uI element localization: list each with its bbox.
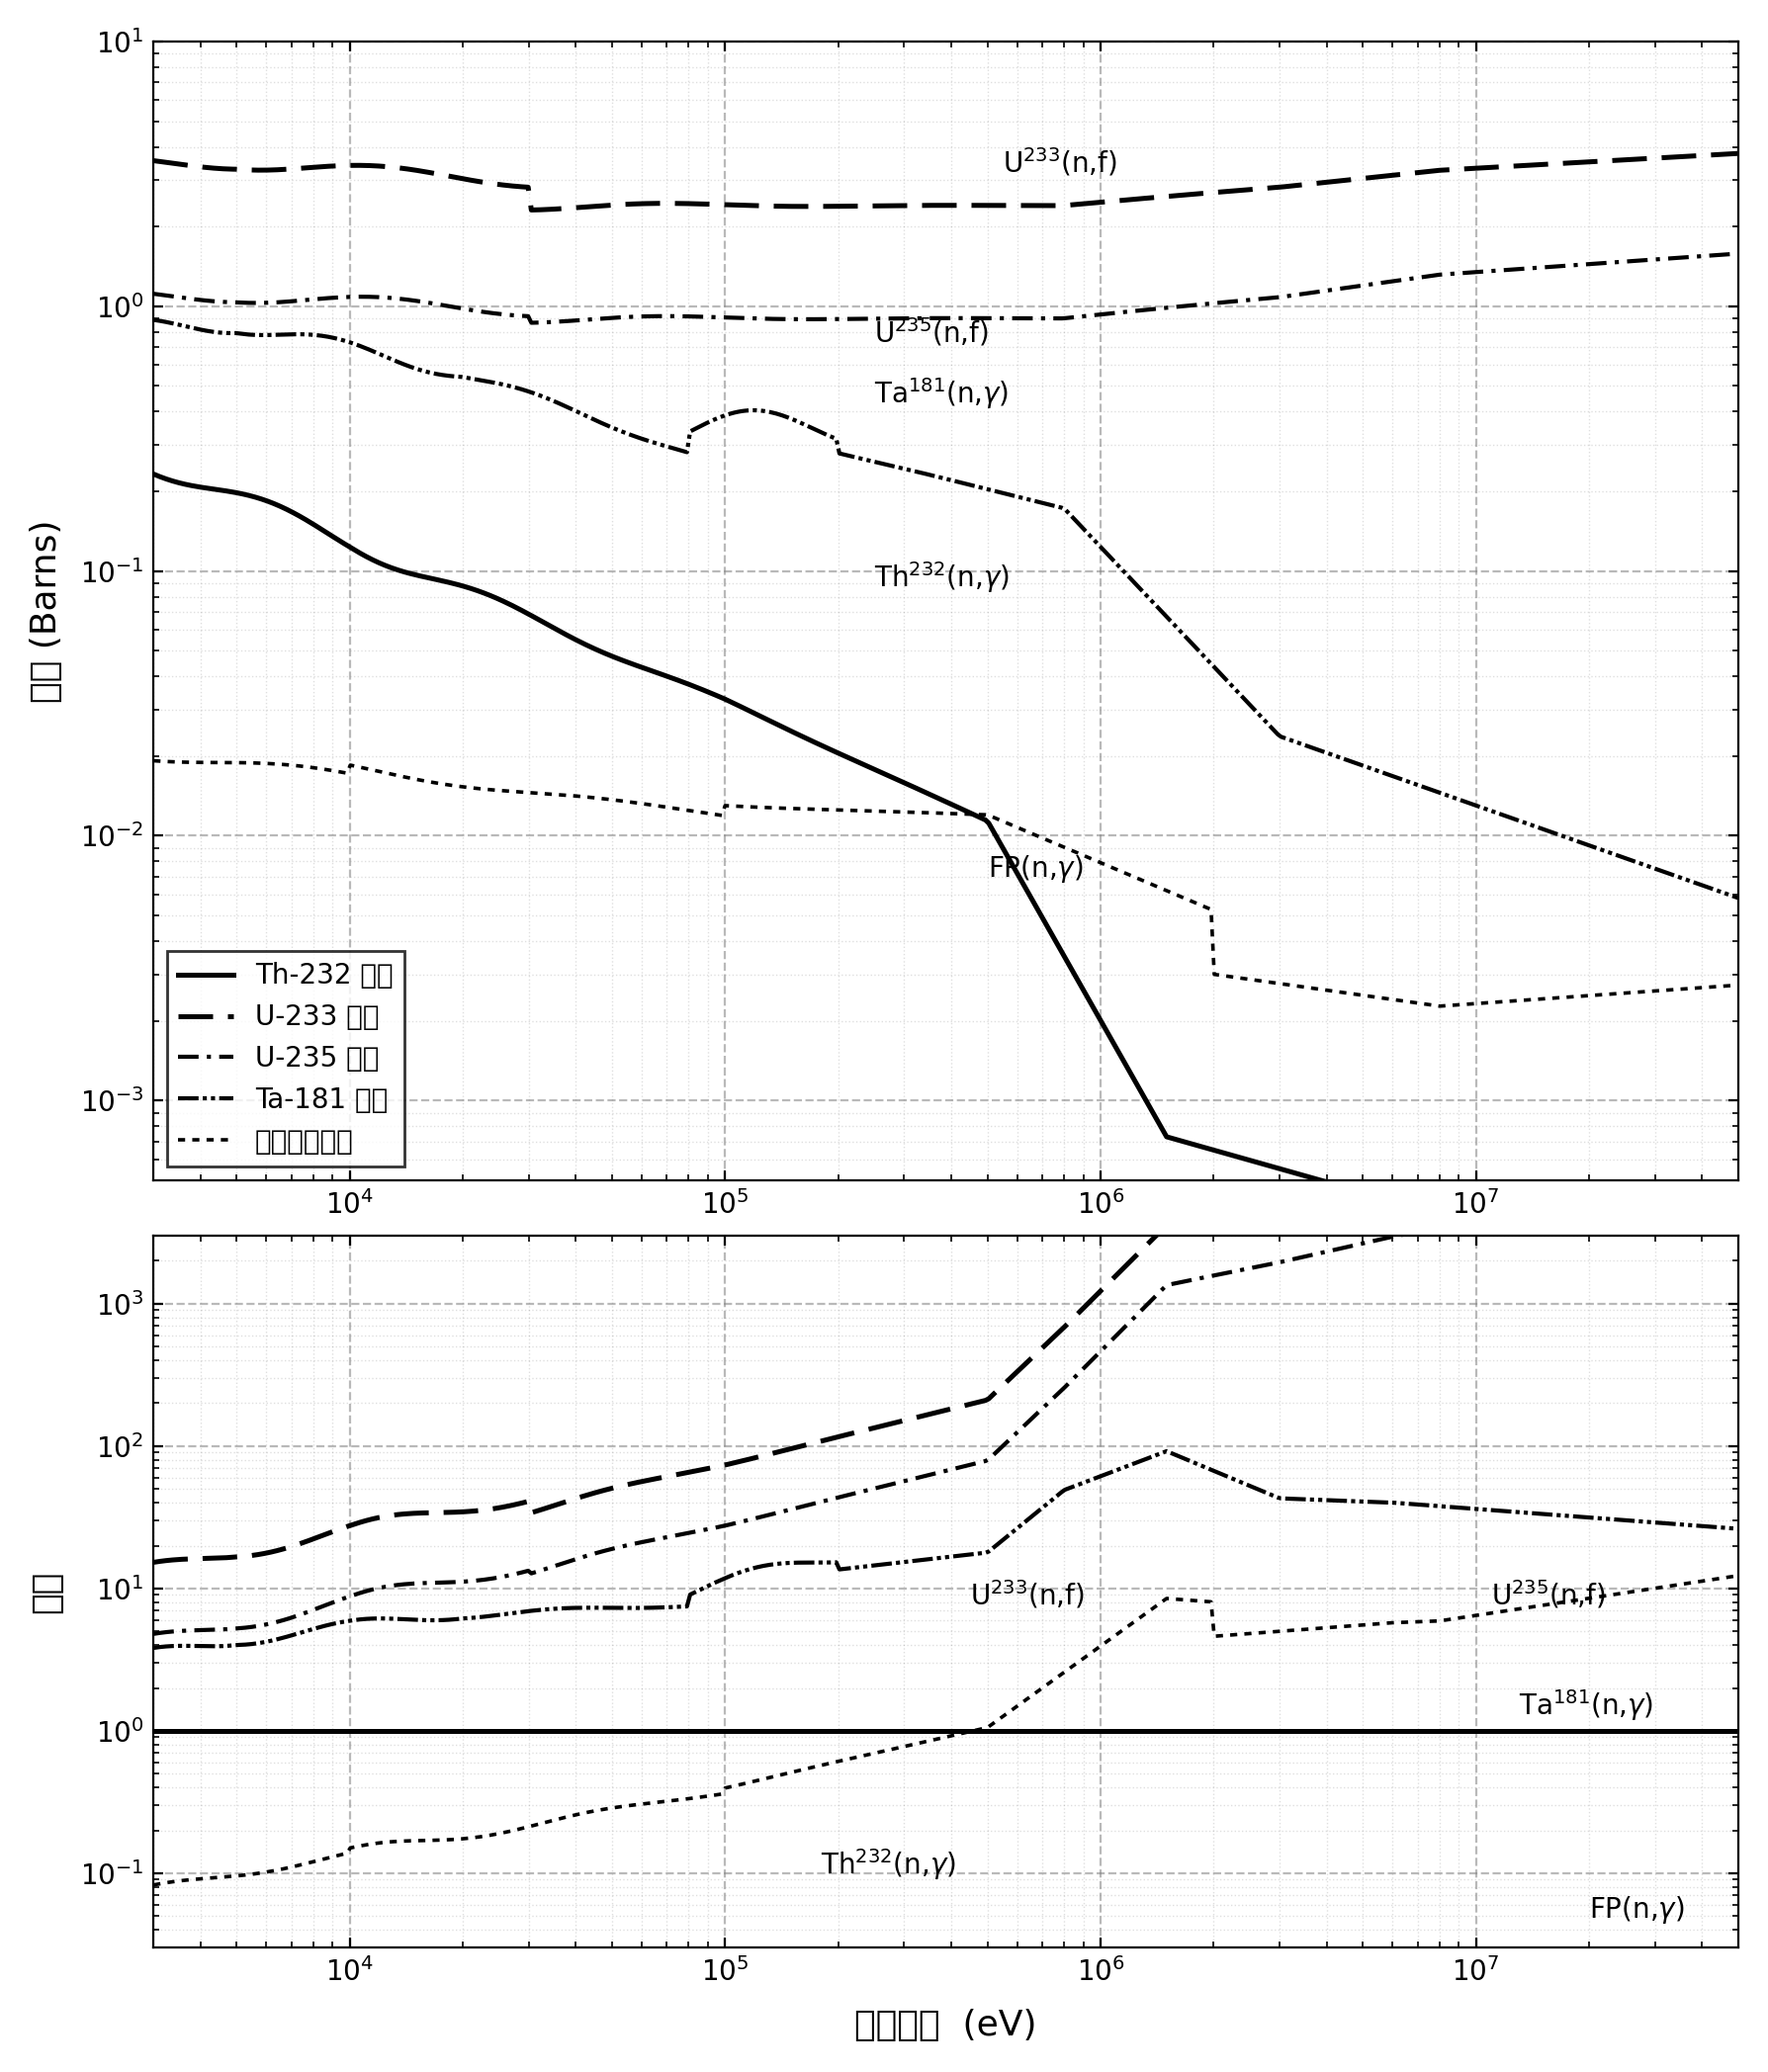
Text: Ta$^{181}$(n,$\gamma$): Ta$^{181}$(n,$\gamma$) (1519, 1689, 1653, 1724)
Text: U$^{235}$(n,f): U$^{235}$(n,f) (875, 315, 988, 348)
Text: U$^{233}$(n,f): U$^{233}$(n,f) (1002, 145, 1117, 178)
Text: Th$^{232}$(n,$\gamma$): Th$^{232}$(n,$\gamma$) (820, 1846, 956, 1881)
X-axis label: 中子能量  (eV): 中子能量 (eV) (854, 2008, 1038, 2043)
Text: U$^{235}$(n,f): U$^{235}$(n,f) (1492, 1579, 1605, 1612)
Y-axis label: 截面 (Barns): 截面 (Barns) (30, 520, 64, 702)
Y-axis label: 比値: 比値 (30, 1571, 64, 1614)
Text: Ta$^{181}$(n,$\gamma$): Ta$^{181}$(n,$\gamma$) (875, 375, 1010, 410)
Text: FP(n,$\gamma$): FP(n,$\gamma$) (1589, 1894, 1685, 1927)
Text: U$^{233}$(n,f): U$^{233}$(n,f) (971, 1579, 1086, 1612)
Text: FP(n,$\gamma$): FP(n,$\gamma$) (988, 854, 1084, 885)
Text: Th$^{232}$(n,$\gamma$): Th$^{232}$(n,$\gamma$) (875, 559, 1010, 595)
Legend: Th-232 修获, U-233 裂变, U-235 裂变, Ta-181 修获, 裂变产物修获: Th-232 修获, U-233 裂变, U-235 裂变, Ta-181 修获… (168, 951, 405, 1167)
